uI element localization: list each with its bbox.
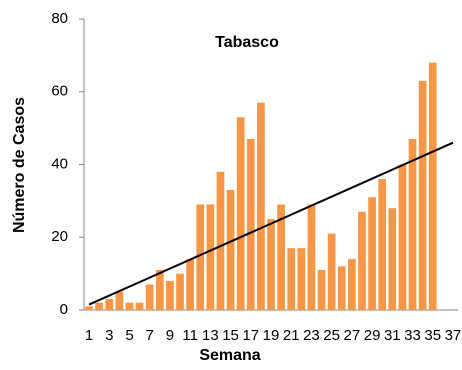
x-tick-label: 29 <box>364 327 381 344</box>
bar <box>378 179 387 310</box>
bar <box>327 233 336 310</box>
x-tick-label: 17 <box>242 327 259 344</box>
bar <box>155 269 164 310</box>
bar <box>287 248 296 310</box>
x-tick-label: 3 <box>105 327 113 344</box>
bar <box>246 139 255 310</box>
bar <box>216 171 225 310</box>
bar <box>257 102 265 310</box>
trendline <box>88 141 454 306</box>
bar <box>95 302 104 310</box>
x-tick-label: 21 <box>283 327 300 344</box>
x-tick-label: 13 <box>202 327 219 344</box>
bar <box>196 204 205 310</box>
bar <box>317 269 326 310</box>
bar <box>348 259 356 310</box>
bar <box>388 208 397 310</box>
bar <box>398 164 407 310</box>
bar <box>418 80 427 311</box>
y-tick-label: 80 <box>51 10 68 27</box>
x-tick-label: 25 <box>323 327 340 344</box>
bar <box>176 273 184 310</box>
bar <box>236 117 245 311</box>
bar <box>135 302 144 310</box>
bar <box>105 299 114 310</box>
bar <box>337 266 346 310</box>
x-axis-label: Semana <box>199 347 260 364</box>
x-tick-label: 15 <box>222 327 239 344</box>
x-tick-label: 35 <box>424 327 441 344</box>
bar <box>277 204 285 310</box>
x-tick-label: 19 <box>263 327 280 344</box>
x-tick-label: 1 <box>85 327 93 344</box>
bar <box>145 284 154 310</box>
x-tick-label: 5 <box>125 327 133 344</box>
bar <box>267 219 275 310</box>
y-tick-label: 40 <box>51 155 68 172</box>
bar <box>115 291 124 310</box>
bar <box>85 306 93 310</box>
bar <box>297 248 306 310</box>
x-tick-label: 33 <box>404 327 421 344</box>
bar <box>408 139 417 310</box>
chart-title: Tabasco <box>215 34 279 51</box>
y-tick-label: 20 <box>51 228 68 245</box>
x-tick-label: 11 <box>182 327 198 344</box>
bar <box>125 302 134 310</box>
bar <box>368 197 376 310</box>
bar <box>206 204 215 310</box>
x-tick-label: 37 <box>445 327 462 344</box>
y-tick-label: 0 <box>60 301 68 318</box>
bar <box>226 189 235 310</box>
bar <box>186 259 194 310</box>
x-tick-label: 9 <box>166 327 174 344</box>
bar <box>358 211 366 310</box>
x-tick-label: 7 <box>146 327 154 344</box>
x-tick-label: 23 <box>303 327 320 344</box>
bar <box>166 280 174 310</box>
x-tick-label: 31 <box>384 327 401 344</box>
y-tick-label: 60 <box>51 83 68 100</box>
x-tick-label: 27 <box>344 327 361 344</box>
y-axis-label: Número de Casos <box>11 97 28 233</box>
bar <box>428 62 437 311</box>
bar <box>307 204 316 310</box>
